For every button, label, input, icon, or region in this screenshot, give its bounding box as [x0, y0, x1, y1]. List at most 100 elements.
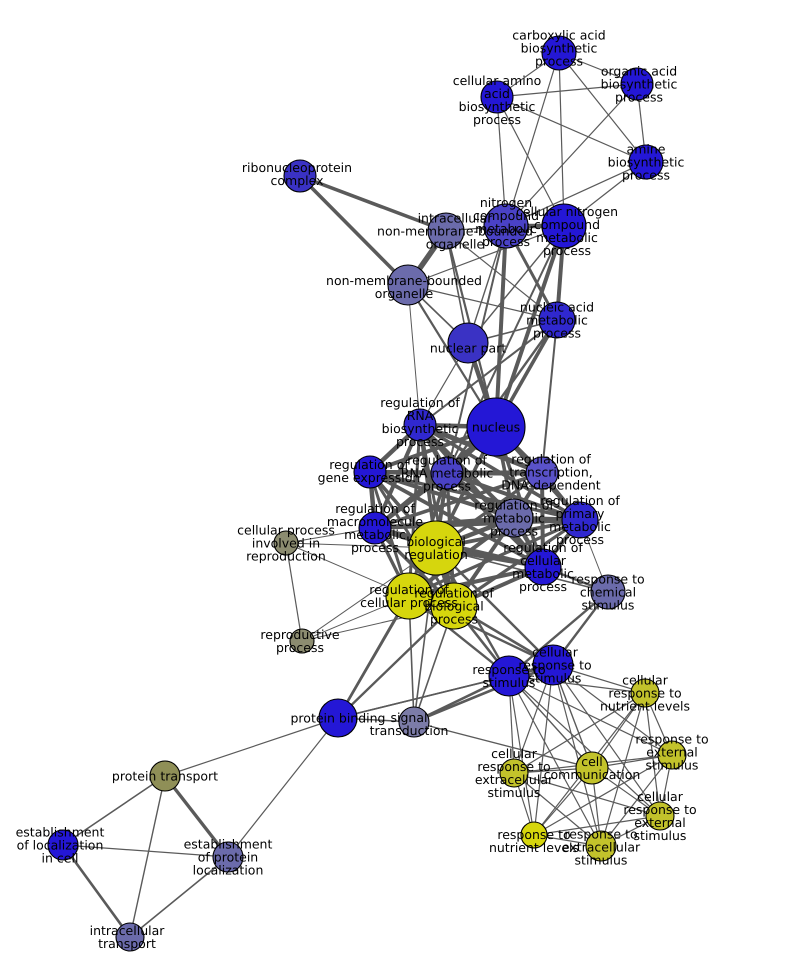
graph-node-non-membrane-bounded-organelle[interactable] [387, 264, 429, 306]
graph-edge [369, 470, 581, 522]
graph-edge [446, 225, 565, 474]
graph-edge [552, 664, 673, 756]
graph-edge [552, 664, 661, 817]
graph-edge [446, 471, 581, 522]
graph-node-regulation-of-biological-process[interactable] [430, 582, 478, 630]
graph-edge [533, 815, 661, 836]
graph-edge [62, 775, 166, 846]
graph-edge [552, 664, 602, 847]
graph-edge [600, 754, 673, 847]
graph-node-nitrogen-compound-metabolic-process[interactable] [483, 203, 529, 249]
graph-node-amine-biosynthetic-process[interactable] [628, 144, 664, 180]
graph-edge [62, 844, 229, 858]
graph-edge [508, 675, 661, 817]
graph-edge [496, 96, 647, 163]
graph-edge [467, 225, 565, 344]
graph-node-nucleic-acid-metabolic-process[interactable] [538, 301, 576, 339]
graph-edge [496, 83, 638, 98]
graph-node-regulation-of-cellular-metabolic-process[interactable] [524, 548, 562, 586]
graph-node-regulation-of-primary-metabolic-process[interactable] [561, 501, 599, 539]
graph-edge [558, 52, 565, 227]
graph-node-organic-acid-biosynthetic-process[interactable] [620, 67, 654, 101]
graph-edge [435, 547, 609, 593]
graph-edge [164, 717, 339, 777]
graph-edge [505, 52, 560, 227]
graph-edge [508, 675, 593, 769]
graph-edge [418, 424, 456, 607]
graph-edge [285, 542, 303, 642]
graph-node-establishment-of-protein-localization[interactable] [212, 841, 244, 873]
graph-edge [374, 518, 581, 530]
graph-edge [600, 692, 646, 847]
graph-edge [369, 470, 544, 569]
graph-node-signal-transduction[interactable] [398, 706, 430, 738]
graph-node-regulation-of-cellular-process[interactable] [385, 572, 433, 620]
graph-node-regulation-of-gene-expression[interactable] [353, 455, 387, 489]
graph-edge [337, 605, 455, 719]
graph-edge [163, 774, 230, 859]
graph-edge [407, 225, 565, 286]
graph-node-carboxylic-acid-biosynthetic-process[interactable] [541, 35, 577, 71]
graph-edge [508, 675, 646, 694]
graph-node-cell-communication[interactable] [575, 751, 609, 785]
graph-edge [369, 470, 515, 520]
graph-edge [505, 83, 638, 227]
graph-edge [513, 692, 646, 774]
graph-edge [533, 754, 673, 836]
graph-node-intracellular-non-membrane-bounded-organelle[interactable] [427, 212, 465, 250]
graph-node-cellular-nitrogen-compound-metabolic-process[interactable] [541, 203, 587, 249]
edges-layer [61, 52, 673, 938]
graph-edge [508, 675, 602, 847]
graph-node-cellular-response-to-extracellular-stimulus[interactable] [499, 758, 529, 788]
graph-edge [413, 721, 593, 769]
graph-edge [413, 547, 437, 723]
graph-node-nuclear-part[interactable] [447, 322, 489, 364]
graph-edge [435, 547, 554, 666]
graph-edge [508, 675, 673, 756]
graph-edge [494, 225, 508, 428]
graph-node-response-to-stimulus[interactable] [488, 655, 530, 697]
graph-node-cellular-process-involved-in-reproduction[interactable] [273, 530, 299, 556]
graph-edge [508, 675, 535, 836]
graph-node-cellular-response-to-nutrient-levels[interactable] [630, 678, 660, 708]
graph-node-nucleus[interactable] [466, 397, 526, 457]
graph-node-cellular-response-to-external-stimulus[interactable] [645, 801, 675, 831]
graph-node-response-to-extracellular-stimulus[interactable] [585, 830, 617, 862]
graph-edge [513, 772, 602, 847]
graph-node-cellular-amino-acid-biosynthetic-process[interactable] [480, 80, 514, 114]
graph-edge [533, 664, 554, 836]
graph-node-protein-binding[interactable] [318, 698, 358, 738]
graph-edge [644, 692, 661, 817]
graph-node-establishment-of-localization-in-cell[interactable] [47, 829, 79, 861]
graph-node-response-to-chemical-stimulus[interactable] [590, 574, 626, 610]
graph-node-reproductive-process[interactable] [289, 628, 315, 654]
graph-node-protein-transport[interactable] [149, 760, 181, 792]
graph-edge [505, 161, 647, 227]
graph-edge [541, 319, 558, 474]
graph-node-cellular-response-to-stimulus[interactable] [532, 644, 574, 686]
graph-node-biological-regulation[interactable] [408, 520, 464, 576]
graph-edge [227, 717, 339, 858]
graph-edge [129, 775, 166, 938]
graph-edge [407, 284, 421, 426]
graph-edge [558, 52, 647, 163]
graph-edge [513, 772, 661, 817]
graph-edge [419, 319, 558, 426]
graph-node-regulation-of-rna-biosynthetic-process[interactable] [403, 408, 437, 442]
graph-edge [508, 591, 609, 677]
graph-node-regulation-of-metabolic-process[interactable] [494, 498, 534, 538]
graph-node-regulation-of-macromolecule-metabolic-process[interactable] [358, 511, 392, 545]
graph-node-regulation-of-transcription-dna-dependent[interactable] [525, 456, 559, 490]
graph-node-intracellular-transport[interactable] [115, 922, 145, 952]
graph-edge [61, 844, 132, 938]
graph-node-response-to-external-stimulus[interactable] [657, 740, 687, 770]
graph-edge [299, 174, 447, 233]
graph-edge [407, 424, 422, 597]
graph-node-regulation-of-rna-metabolic-process[interactable] [430, 456, 464, 490]
nodes-layer [47, 35, 687, 952]
graph-node-ribonucleoprotein-complex[interactable] [283, 159, 317, 193]
graph-node-response-to-nutrient-levels[interactable] [520, 821, 548, 849]
graph-edge [413, 663, 554, 724]
